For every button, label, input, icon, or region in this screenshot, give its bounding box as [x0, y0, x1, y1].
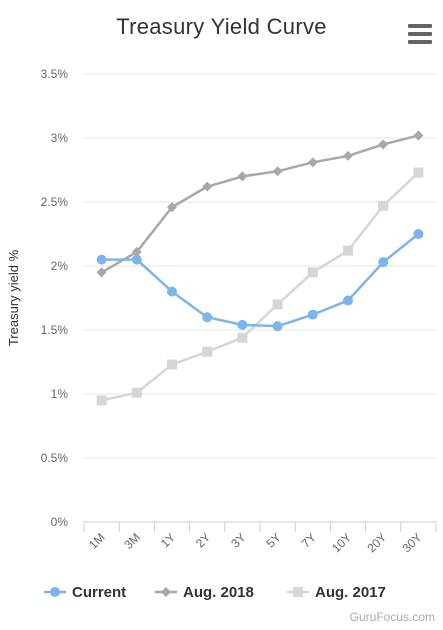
data-point-aug-2017 [272, 299, 283, 310]
data-point-current [131, 254, 142, 265]
data-point-aug-2017 [378, 200, 389, 211]
data-point-aug-2017 [307, 267, 318, 278]
data-point-aug-2017 [237, 332, 248, 343]
data-point-current [96, 254, 107, 265]
legend-marker-current [50, 587, 60, 597]
y-tick-label: 1% [51, 387, 69, 401]
chart-menu-button[interactable] [408, 24, 432, 44]
data-point-aug-2018 [202, 181, 213, 192]
x-tick-label: 2Y [193, 530, 213, 550]
data-point-current [343, 295, 353, 306]
data-point-aug-2017 [167, 359, 177, 370]
series-line-aug-2017 [101, 171, 420, 402]
x-tick-label: 20Y [364, 530, 389, 555]
data-point-aug-2018 [413, 130, 424, 141]
y-tick-label: 2% [51, 259, 69, 273]
legend-label-aug-2017[interactable]: Aug. 2017 [315, 584, 386, 601]
legend-marker-aug-2018 [161, 587, 171, 597]
x-tick-label: 5Y [263, 530, 283, 550]
y-tick-label: 1.5% [41, 323, 69, 337]
data-point-aug-2018 [307, 157, 318, 168]
data-point-current [167, 286, 177, 297]
data-point-aug-2018 [96, 267, 107, 278]
x-tick-label: 1Y [158, 530, 178, 550]
hamburger-menu-icon [408, 24, 432, 28]
data-point-aug-2017 [96, 395, 107, 406]
x-tick-label: 30Y [400, 530, 425, 555]
y-axis-title: Treasury yield % [6, 249, 21, 346]
data-point-aug-2018 [272, 166, 283, 177]
watermark: GuruFocus.com [349, 610, 435, 624]
data-point-current [237, 319, 248, 330]
series-line-aug-2018 [100, 134, 419, 274]
series-line-current [101, 233, 420, 328]
y-tick-label: 0% [51, 515, 69, 529]
data-point-aug-2018 [167, 202, 177, 213]
data-point-current [413, 229, 424, 239]
data-point-aug-2018 [131, 246, 142, 257]
y-tick-label: 3% [51, 131, 69, 145]
legend-label-aug-2018[interactable]: Aug. 2018 [183, 584, 254, 601]
x-tick-label: 7Y [299, 530, 319, 550]
data-point-aug-2017 [131, 387, 142, 398]
x-tick-label: 1M [86, 530, 108, 552]
data-point-aug-2018 [343, 150, 353, 161]
data-point-aug-2017 [413, 167, 424, 178]
data-point-aug-2018 [378, 139, 389, 150]
data-point-current [272, 321, 283, 332]
data-point-aug-2017 [202, 346, 213, 357]
x-tick-label: 3M [121, 530, 143, 552]
legend-marker-aug-2017 [293, 587, 303, 597]
data-point-aug-2018 [237, 171, 248, 182]
data-point-current [378, 257, 389, 268]
y-tick-label: 2.5% [41, 195, 69, 209]
x-tick-label: 3Y [228, 530, 248, 550]
data-point-current [307, 309, 318, 320]
x-tick-label: 10Y [329, 530, 354, 555]
y-tick-label: 3.5% [41, 67, 69, 81]
chart-title: Treasury Yield Curve [116, 14, 327, 39]
data-point-current [202, 312, 213, 323]
legend-label-current[interactable]: Current [72, 584, 126, 601]
data-point-aug-2017 [343, 245, 353, 256]
y-tick-label: 0.5% [41, 451, 69, 465]
